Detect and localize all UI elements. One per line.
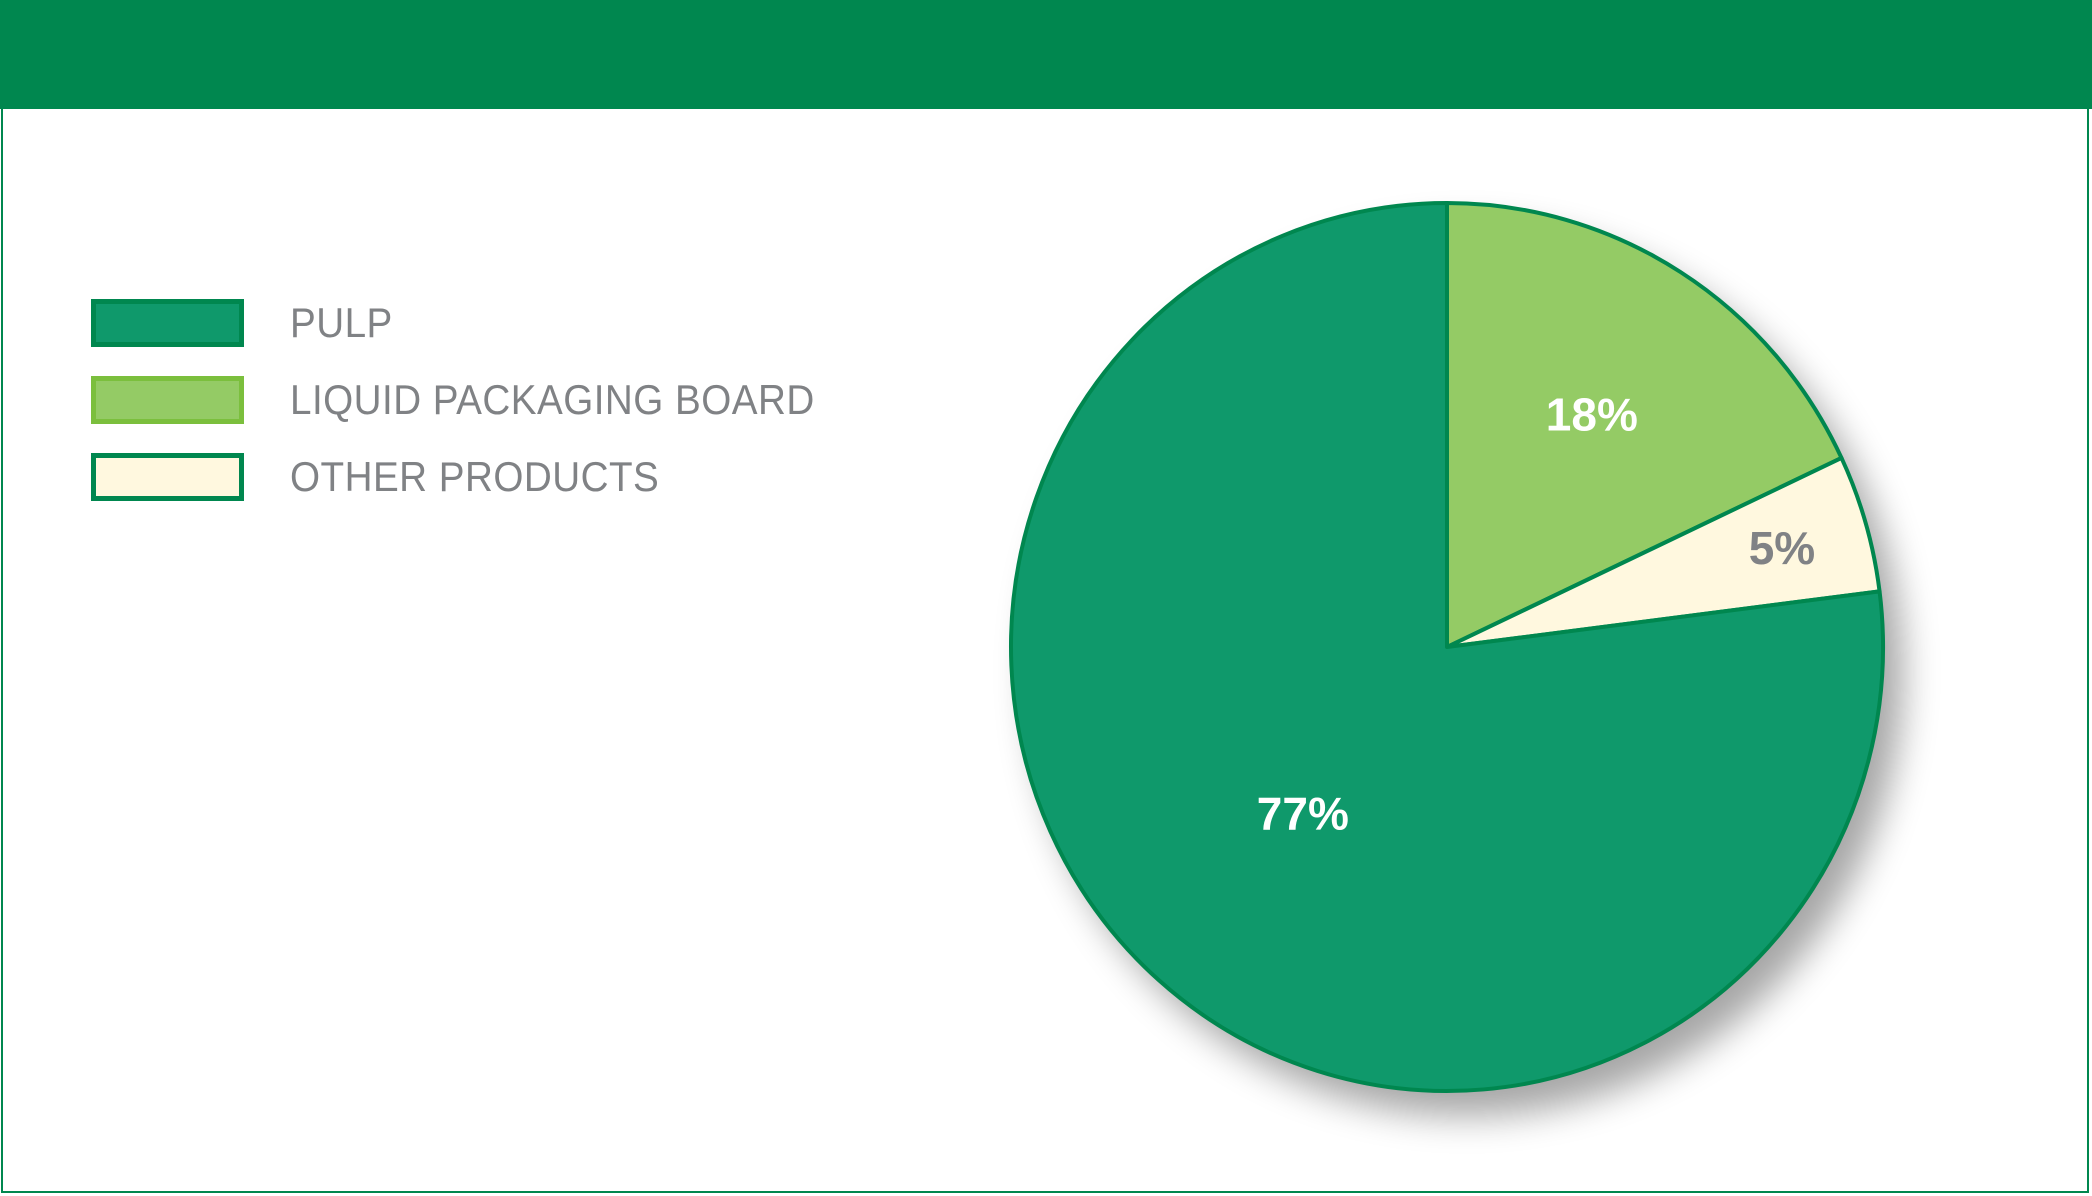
legend-item-liquid-packaging-board: LIQUID PACKAGING BOARD [91, 361, 860, 438]
legend-item-other-products: OTHER PRODUCTS [91, 438, 860, 515]
slice-label: 77% [1257, 788, 1349, 840]
pie-slice-pulp [1008, 201, 1885, 1093]
legend-label: PULP [290, 298, 393, 346]
pie-slice-liquid-packaging-board [1445, 201, 1844, 649]
chart-frame [1, 109, 2089, 1193]
slice-label: 18% [1546, 389, 1638, 441]
legend-item-pulp: PULP [91, 284, 860, 361]
legend-swatch [91, 298, 244, 347]
header-bar [0, 0, 2092, 109]
legend-label: LIQUID PACKAGING BOARD [290, 375, 815, 423]
legend-label: OTHER PRODUCTS [290, 452, 660, 500]
legend-swatch [91, 452, 244, 501]
legend: PULP LIQUID PACKAGING BOARD OTHER PRODUC… [91, 284, 860, 515]
slice-label: 5% [1749, 522, 1815, 574]
legend-swatch [91, 375, 244, 424]
